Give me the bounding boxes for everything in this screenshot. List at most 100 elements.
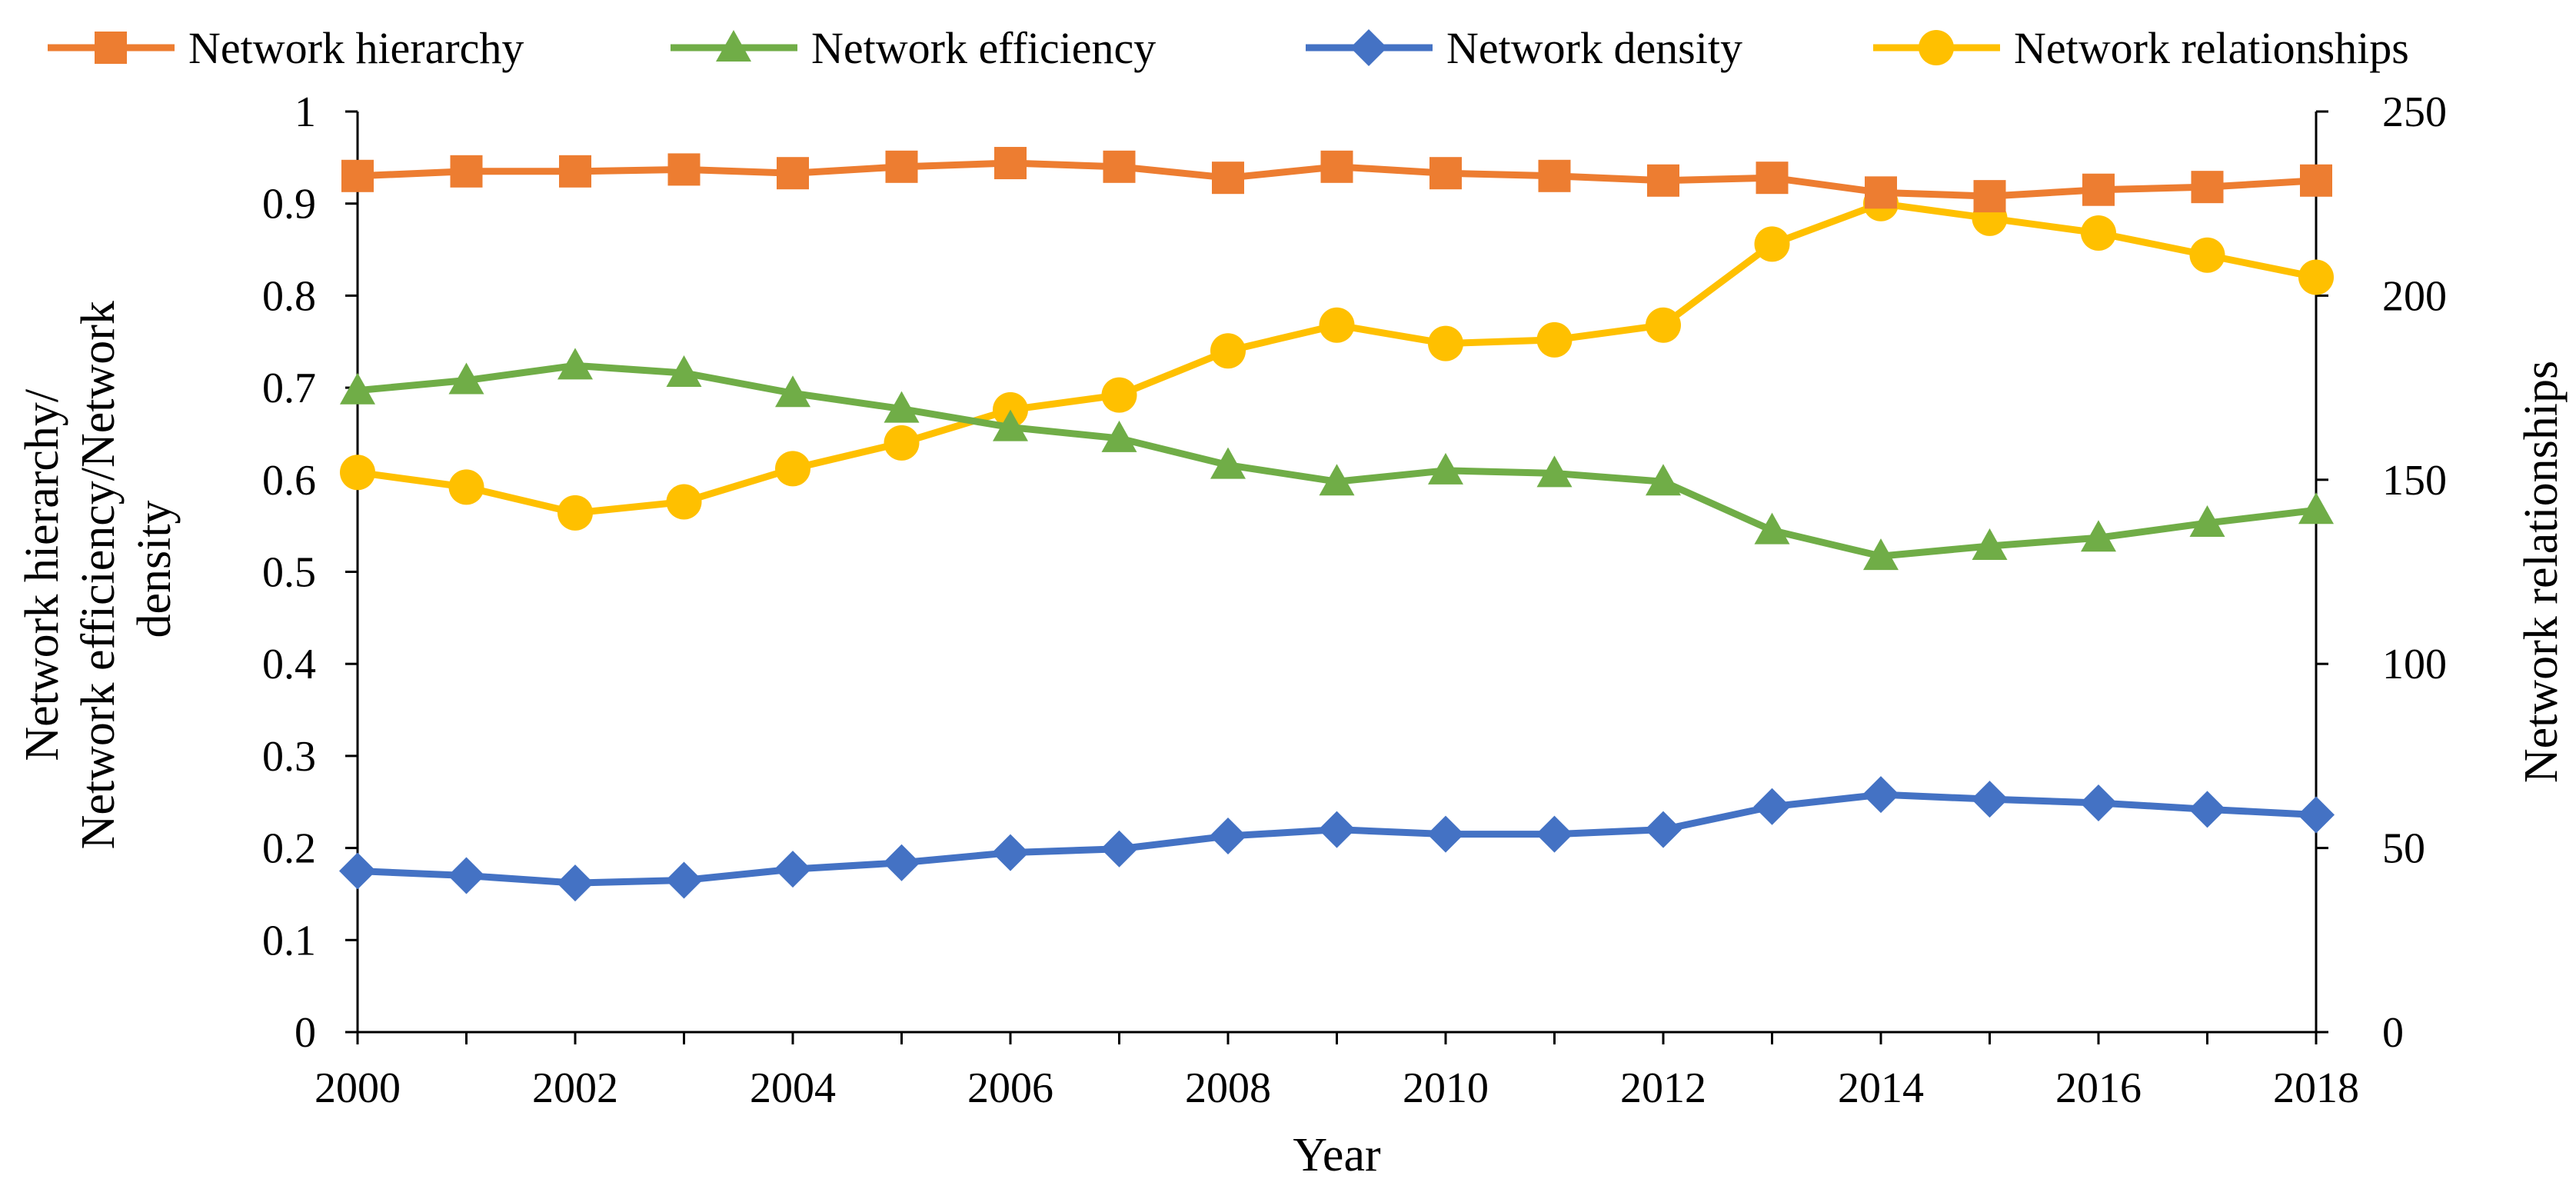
data-point-network-hierarchy [1973,180,2006,213]
series-network-relationships [340,185,2334,531]
data-point-network-hierarchy [559,155,591,188]
series-line-network-efficiency [357,361,2317,560]
data-point-network-density [883,844,920,881]
data-point-network-relationships [2081,215,2116,251]
left-y-tick-label: 0.8 [262,272,316,320]
data-point-network-relationships [1428,325,1463,361]
data-point-network-relationships [884,425,920,461]
data-point-network-hierarchy [1647,164,1679,197]
data-point-network-efficiency [2189,505,2225,538]
data-point-network-efficiency [993,409,1028,441]
data-point-network-density [665,861,703,899]
legend-marker-network-density [1350,29,1387,66]
x-tick-label: 2002 [532,1064,618,1112]
data-point-network-density [1753,788,1791,825]
right-y-tick-label: 150 [2382,457,2447,505]
data-point-network-hierarchy [450,155,483,188]
legend-item-network-efficiency: Network efficiency [671,23,1156,73]
left-y-tick-label: 0.7 [262,365,316,412]
data-point-network-relationships [1319,307,1355,343]
data-point-network-density [2188,791,2226,828]
data-point-network-efficiency [1646,464,1681,496]
legend-marker-network-hierarchy [95,32,127,64]
data-point-network-efficiency [340,372,375,405]
x-axis-title: Year [1293,1129,1381,1181]
data-point-network-efficiency [1319,464,1355,496]
x-tick-label: 2018 [2273,1064,2359,1112]
x-tick-label: 2012 [1620,1064,1706,1112]
legend-label-network-efficiency: Network efficiency [811,23,1156,73]
data-point-network-efficiency [1536,455,1573,488]
data-point-network-density [992,834,1029,871]
left-y-tick-label: 1 [295,88,316,136]
x-tick-label: 2006 [967,1064,1053,1112]
x-tick-label: 2008 [1185,1064,1271,1112]
data-point-network-relationships [1101,377,1137,413]
data-point-network-relationships [448,469,484,505]
data-point-network-density [1862,776,1899,814]
data-point-network-hierarchy [2082,173,2115,206]
data-point-network-hierarchy [1212,162,1244,195]
data-point-network-relationships [666,484,702,520]
left-y-tick-label: 0.5 [262,549,316,597]
data-point-network-hierarchy [667,153,701,186]
data-point-network-density [1318,811,1356,848]
data-point-network-density [1427,815,1464,853]
x-tick-label: 2010 [1403,1064,1489,1112]
left-y-axis-title-line-3: density [128,500,181,638]
data-point-network-relationships [1210,333,1246,369]
data-point-network-hierarchy [1320,150,1353,183]
legend-marker-network-relationships [1919,30,1954,65]
data-point-network-hierarchy [994,147,1027,180]
data-point-network-hierarchy [2300,164,2332,197]
data-point-network-density [1210,818,1246,855]
data-point-network-hierarchy [777,157,809,190]
data-point-network-density [2298,796,2335,834]
left-y-tick-label: 0.2 [262,825,316,873]
legend-label-network-hierarchy: Network hierarchy [188,23,524,73]
data-point-network-efficiency [1101,420,1137,452]
data-point-network-density [448,857,485,894]
data-point-network-efficiency [775,375,810,408]
data-point-network-hierarchy [1756,162,1789,195]
data-point-network-relationships [1754,226,1790,262]
plot-area: 0 0.1 0.2 0.3 0.4 0.5 0.6 0.7 0.8 0.9 1 0 50 100 150 20… [262,88,2447,1112]
left-y-tick-label: 0.6 [262,457,316,505]
legend-item-network-density: Network density [1306,23,1742,73]
data-point-network-efficiency [557,348,593,380]
x-tick-label: 2014 [1838,1064,1924,1112]
data-point-network-density [1971,781,2009,818]
left-y-axis-title-line-2: Network efficiency/Network [72,301,125,849]
x-tick-label: 2004 [750,1064,836,1112]
legend-item-network-relationships: Network relationships [1873,23,2409,73]
data-point-network-efficiency [2081,520,2116,552]
x-tick-label: 2016 [2055,1064,2142,1112]
data-point-network-density [1100,830,1138,868]
data-point-network-hierarchy [1865,176,1897,209]
data-point-network-relationships [1646,307,1681,343]
left-y-axis-title: Network hierarchy/ Network efficiency/Ne… [16,289,181,850]
series-group [339,147,2335,902]
data-point-network-density [2080,784,2117,821]
data-point-network-relationships [775,451,810,487]
right-y-tick-label: 0 [2382,1009,2404,1057]
data-point-network-efficiency [1863,538,1899,571]
legend-item-network-hierarchy: Network hierarchy [48,23,524,73]
right-y-tick-label: 50 [2382,825,2425,873]
data-point-network-density [1536,815,1573,853]
series-network-efficiency [340,348,2334,571]
data-point-network-hierarchy [1429,157,1462,190]
data-point-network-hierarchy [341,159,374,192]
legend: Network hierarchy Network efficiency Netwo… [48,23,2409,73]
data-point-network-efficiency [2298,492,2334,525]
left-y-tick-label: 0.9 [262,181,316,228]
data-point-network-relationships [340,455,375,491]
right-y-tick-label: 200 [2382,272,2447,320]
legend-label-network-density: Network density [1446,23,1742,73]
left-y-tick-label: 0.1 [262,917,316,964]
left-y-axis-title-line-1: Network hierarchy/ [16,388,68,761]
left-y-tick-label: 0.3 [262,733,316,781]
data-point-network-density [557,864,594,902]
right-y-axis-title: Network relationships [2515,361,2568,783]
left-y-tick-label: 0 [295,1009,316,1057]
